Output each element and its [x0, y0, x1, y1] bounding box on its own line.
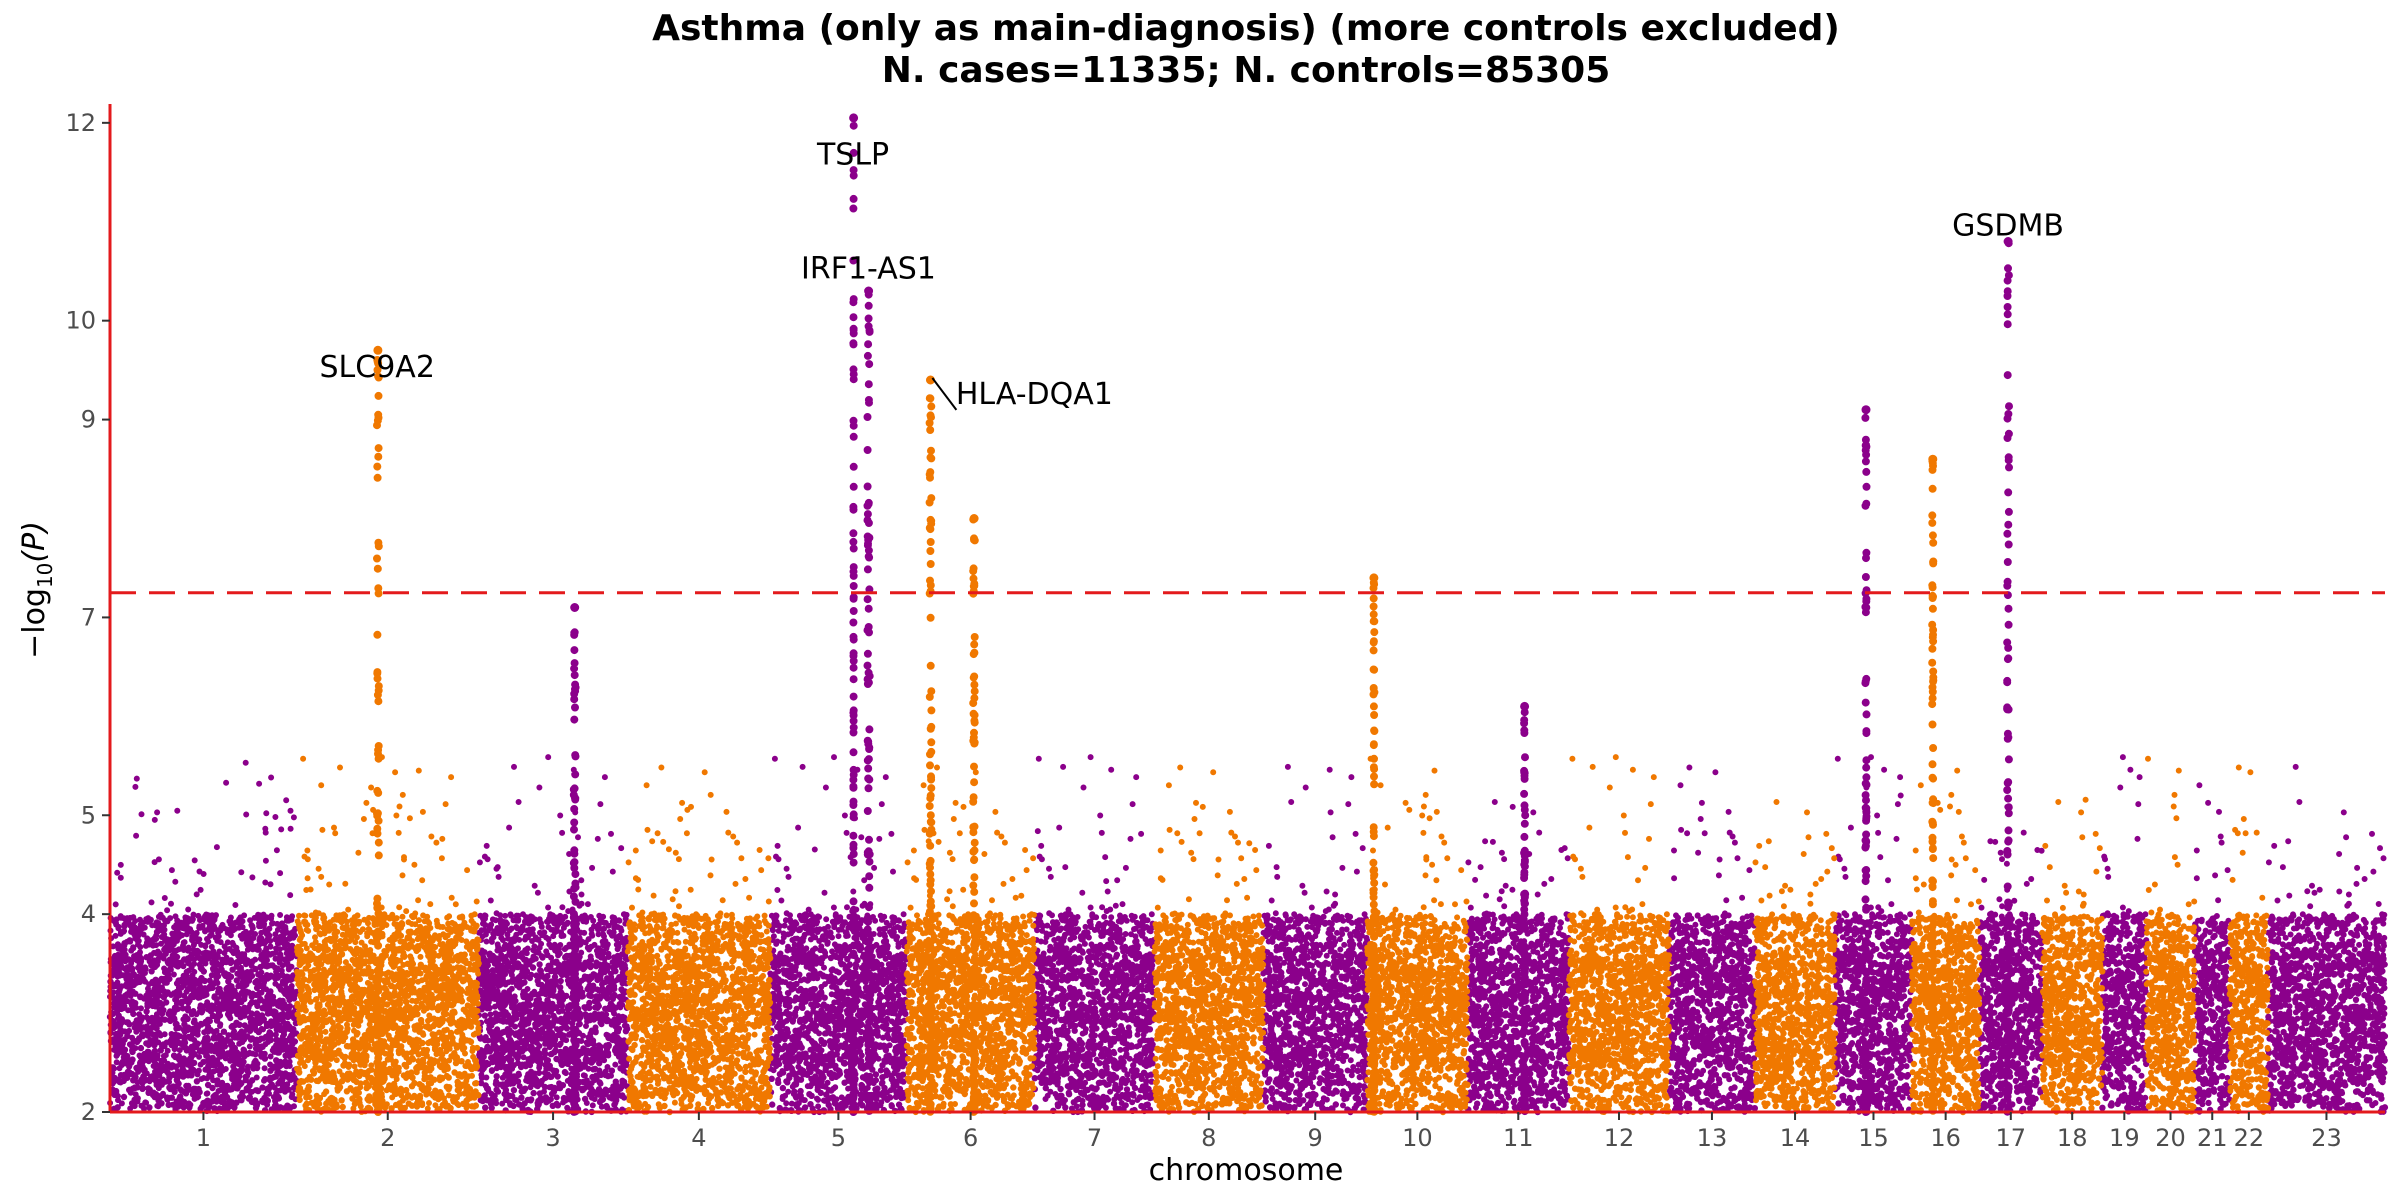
- annotation-leader-hla-dqa1: [931, 377, 958, 411]
- y-axis-label-subscript: 10: [33, 563, 57, 588]
- annotation-gsdmb: GSDMB: [1952, 209, 2064, 244]
- x-tick-label-chr9: 9: [1308, 1124, 1323, 1152]
- x-tick-label-chr19: 19: [2109, 1124, 2140, 1152]
- x-tick-label-chr12: 12: [1604, 1124, 1635, 1152]
- x-tick-label-chr14: 14: [1780, 1124, 1811, 1152]
- y-tick-label: 2: [81, 1098, 96, 1126]
- x-axis-ticks: 1 2 3 4 5 6 7 8 9 10 11 12 13 14 15 16 17 18 19 20 21 22 23: [196, 1112, 2342, 1152]
- x-tick-label-chr1: 1: [196, 1124, 211, 1152]
- x-tick-label-chr18: 18: [2057, 1124, 2088, 1152]
- x-tick-label-chr6: 6: [963, 1124, 978, 1152]
- x-tick-label-chr17: 17: [1996, 1124, 2027, 1152]
- x-tick-label-chr10: 10: [1402, 1124, 1433, 1152]
- y-tick-label: 7: [81, 603, 96, 631]
- x-tick-label-chr7: 7: [1087, 1124, 1102, 1152]
- y-tick-label: 9: [81, 406, 96, 434]
- annotation-slc9a2: SLC9A2: [320, 350, 435, 385]
- y-axis-label-variable: (P): [17, 521, 52, 563]
- x-tick-label-chr5: 5: [831, 1124, 846, 1152]
- data-points: [106, 113, 2389, 1116]
- x-tick-label-chr22: 22: [2234, 1124, 2265, 1152]
- y-axis-label-prefix: −log: [17, 588, 52, 659]
- x-tick-label-chr13: 13: [1697, 1124, 1728, 1152]
- x-tick-label-chr15: 15: [1858, 1124, 1889, 1152]
- x-tick-label-chr4: 4: [691, 1124, 706, 1152]
- y-tick-label: 4: [81, 900, 96, 928]
- x-tick-label-chr11: 11: [1503, 1124, 1534, 1152]
- y-tick-label: 12: [65, 109, 96, 137]
- x-tick-label-chr8: 8: [1201, 1124, 1216, 1152]
- annotation-tslp: TSLP: [816, 138, 889, 173]
- y-tick-label: 10: [65, 307, 96, 335]
- annotation-irf1-as1: IRF1-AS1: [801, 251, 936, 286]
- x-tick-label-chr2: 2: [380, 1124, 395, 1152]
- y-axis-ticks: 2 4 5 7 9 10 12: [65, 109, 110, 1126]
- annotation-hla-dqa1: HLA-DQA1: [956, 377, 1113, 412]
- chart-title-line1: Asthma (only as main-diagnosis) (more co…: [652, 8, 1840, 49]
- y-tick-label: 5: [81, 801, 96, 829]
- chart-title-line2: N. cases=11335; N. controls=85305: [882, 50, 1611, 91]
- y-axis-label: −log10(P): [17, 521, 57, 659]
- points-even-chromosomes: [294, 345, 2272, 1116]
- gene-annotations: TSLP IRF1-AS1 SLC9A2 HLA-DQA1 GSDMB: [320, 138, 2064, 412]
- x-axis-label: chromosome: [1149, 1153, 1344, 1188]
- x-tick-label-chr16: 16: [1930, 1124, 1961, 1152]
- x-tick-label-chr20: 20: [2155, 1124, 2186, 1152]
- x-tick-label-chr21: 21: [2197, 1124, 2228, 1152]
- x-tick-label-chr3: 3: [545, 1124, 560, 1152]
- x-tick-label-chr23: 23: [2311, 1124, 2342, 1152]
